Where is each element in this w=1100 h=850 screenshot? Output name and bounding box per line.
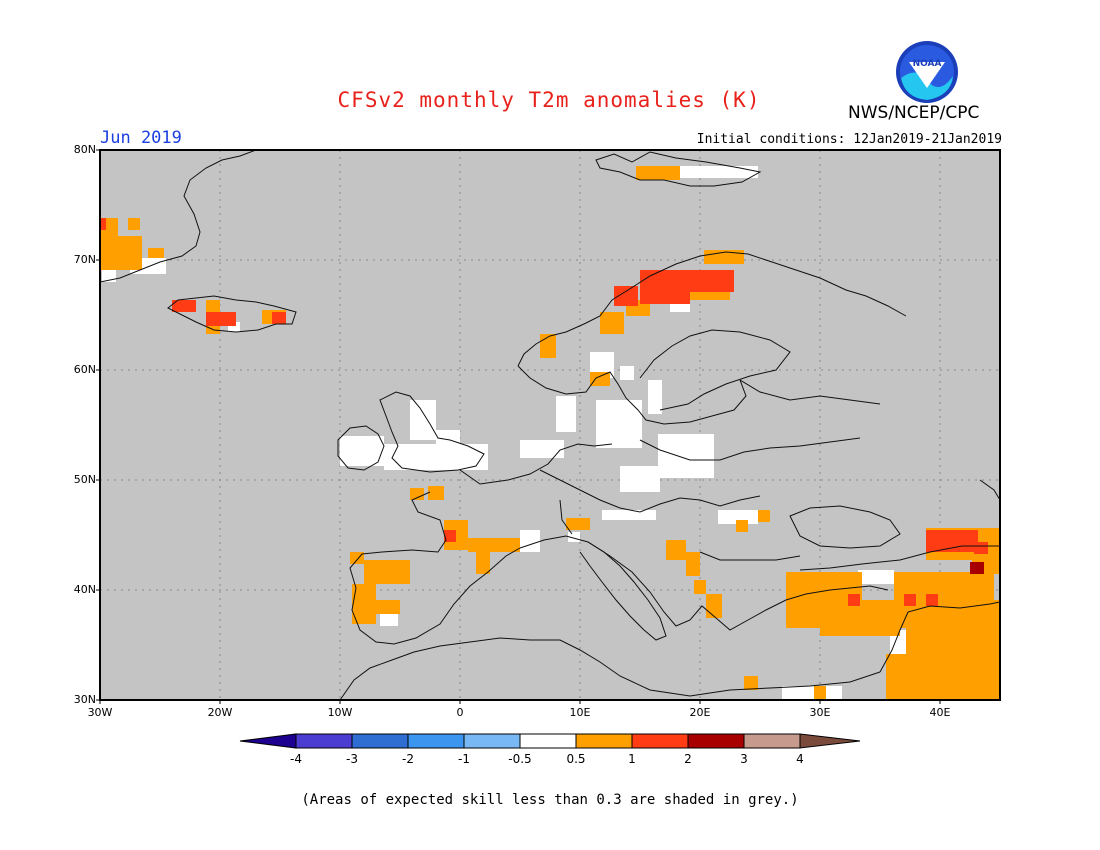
lat-label: 60N — [73, 363, 96, 376]
colorbar-bin — [351, 733, 409, 749]
colorbar-bin — [687, 733, 745, 749]
coastlines — [100, 150, 1000, 700]
colorbar-label: -3 — [346, 752, 358, 766]
colorbar-high-arrow — [799, 733, 861, 749]
warm-anomaly-cells-3 — [970, 562, 984, 574]
lat-label: 30N — [73, 693, 96, 706]
neutral-anomaly-cells — [102, 166, 988, 700]
lon-label: 10W — [327, 706, 353, 719]
colorbar-label: 2 — [684, 752, 692, 766]
lon-label: 20W — [207, 706, 233, 719]
noaa-logo-text: NOAA — [913, 59, 942, 69]
agency-label: NWS/NCEP/CPC — [848, 103, 980, 123]
lon-label: 0 — [456, 706, 464, 719]
colorbar-bin — [631, 733, 689, 749]
colorbar — [239, 733, 861, 749]
lat-label: 50N — [73, 473, 96, 486]
colorbar-low-arrow — [239, 733, 297, 749]
lon-label: 20E — [689, 706, 711, 719]
colorbar-label: -1 — [458, 752, 470, 766]
colorbar-bin — [295, 733, 353, 749]
lat-label: 80N — [73, 143, 96, 156]
lon-label: 10E — [569, 706, 591, 719]
colorbar-label: -2 — [402, 752, 414, 766]
lon-label: 40E — [929, 706, 951, 719]
colorbar-bin — [575, 733, 633, 749]
lat-label: 70N — [73, 253, 96, 266]
noaa-logo: NOAA — [896, 41, 958, 103]
map-frame — [99, 149, 1001, 701]
lon-label: 30W — [87, 706, 113, 719]
lon-label: 30E — [809, 706, 831, 719]
colorbar-bin — [743, 733, 801, 749]
colorbar-label: -4 — [290, 752, 302, 766]
initial-conditions: Initial conditions: 12Jan2019-21Jan2019 — [696, 132, 1002, 147]
colorbar-label: -0.5 — [508, 752, 532, 766]
colorbar-bin — [407, 733, 465, 749]
colorbar-bin — [519, 733, 577, 749]
map-title: CFSv2 monthly T2m anomalies (K) — [337, 88, 761, 112]
lat-label: 40N — [73, 583, 96, 596]
colorbar-bin — [463, 733, 521, 749]
skill-footnote: (Areas of expected skill less than 0.3 a… — [301, 792, 799, 808]
colorbar-label: 1 — [628, 752, 636, 766]
forecast-period: Jun 2019 — [100, 128, 182, 148]
colorbar-label: 0.5 — [566, 752, 586, 766]
axis-ticks — [96, 149, 941, 704]
colorbar-label: 4 — [796, 752, 804, 766]
colorbar-label: 3 — [740, 752, 748, 766]
